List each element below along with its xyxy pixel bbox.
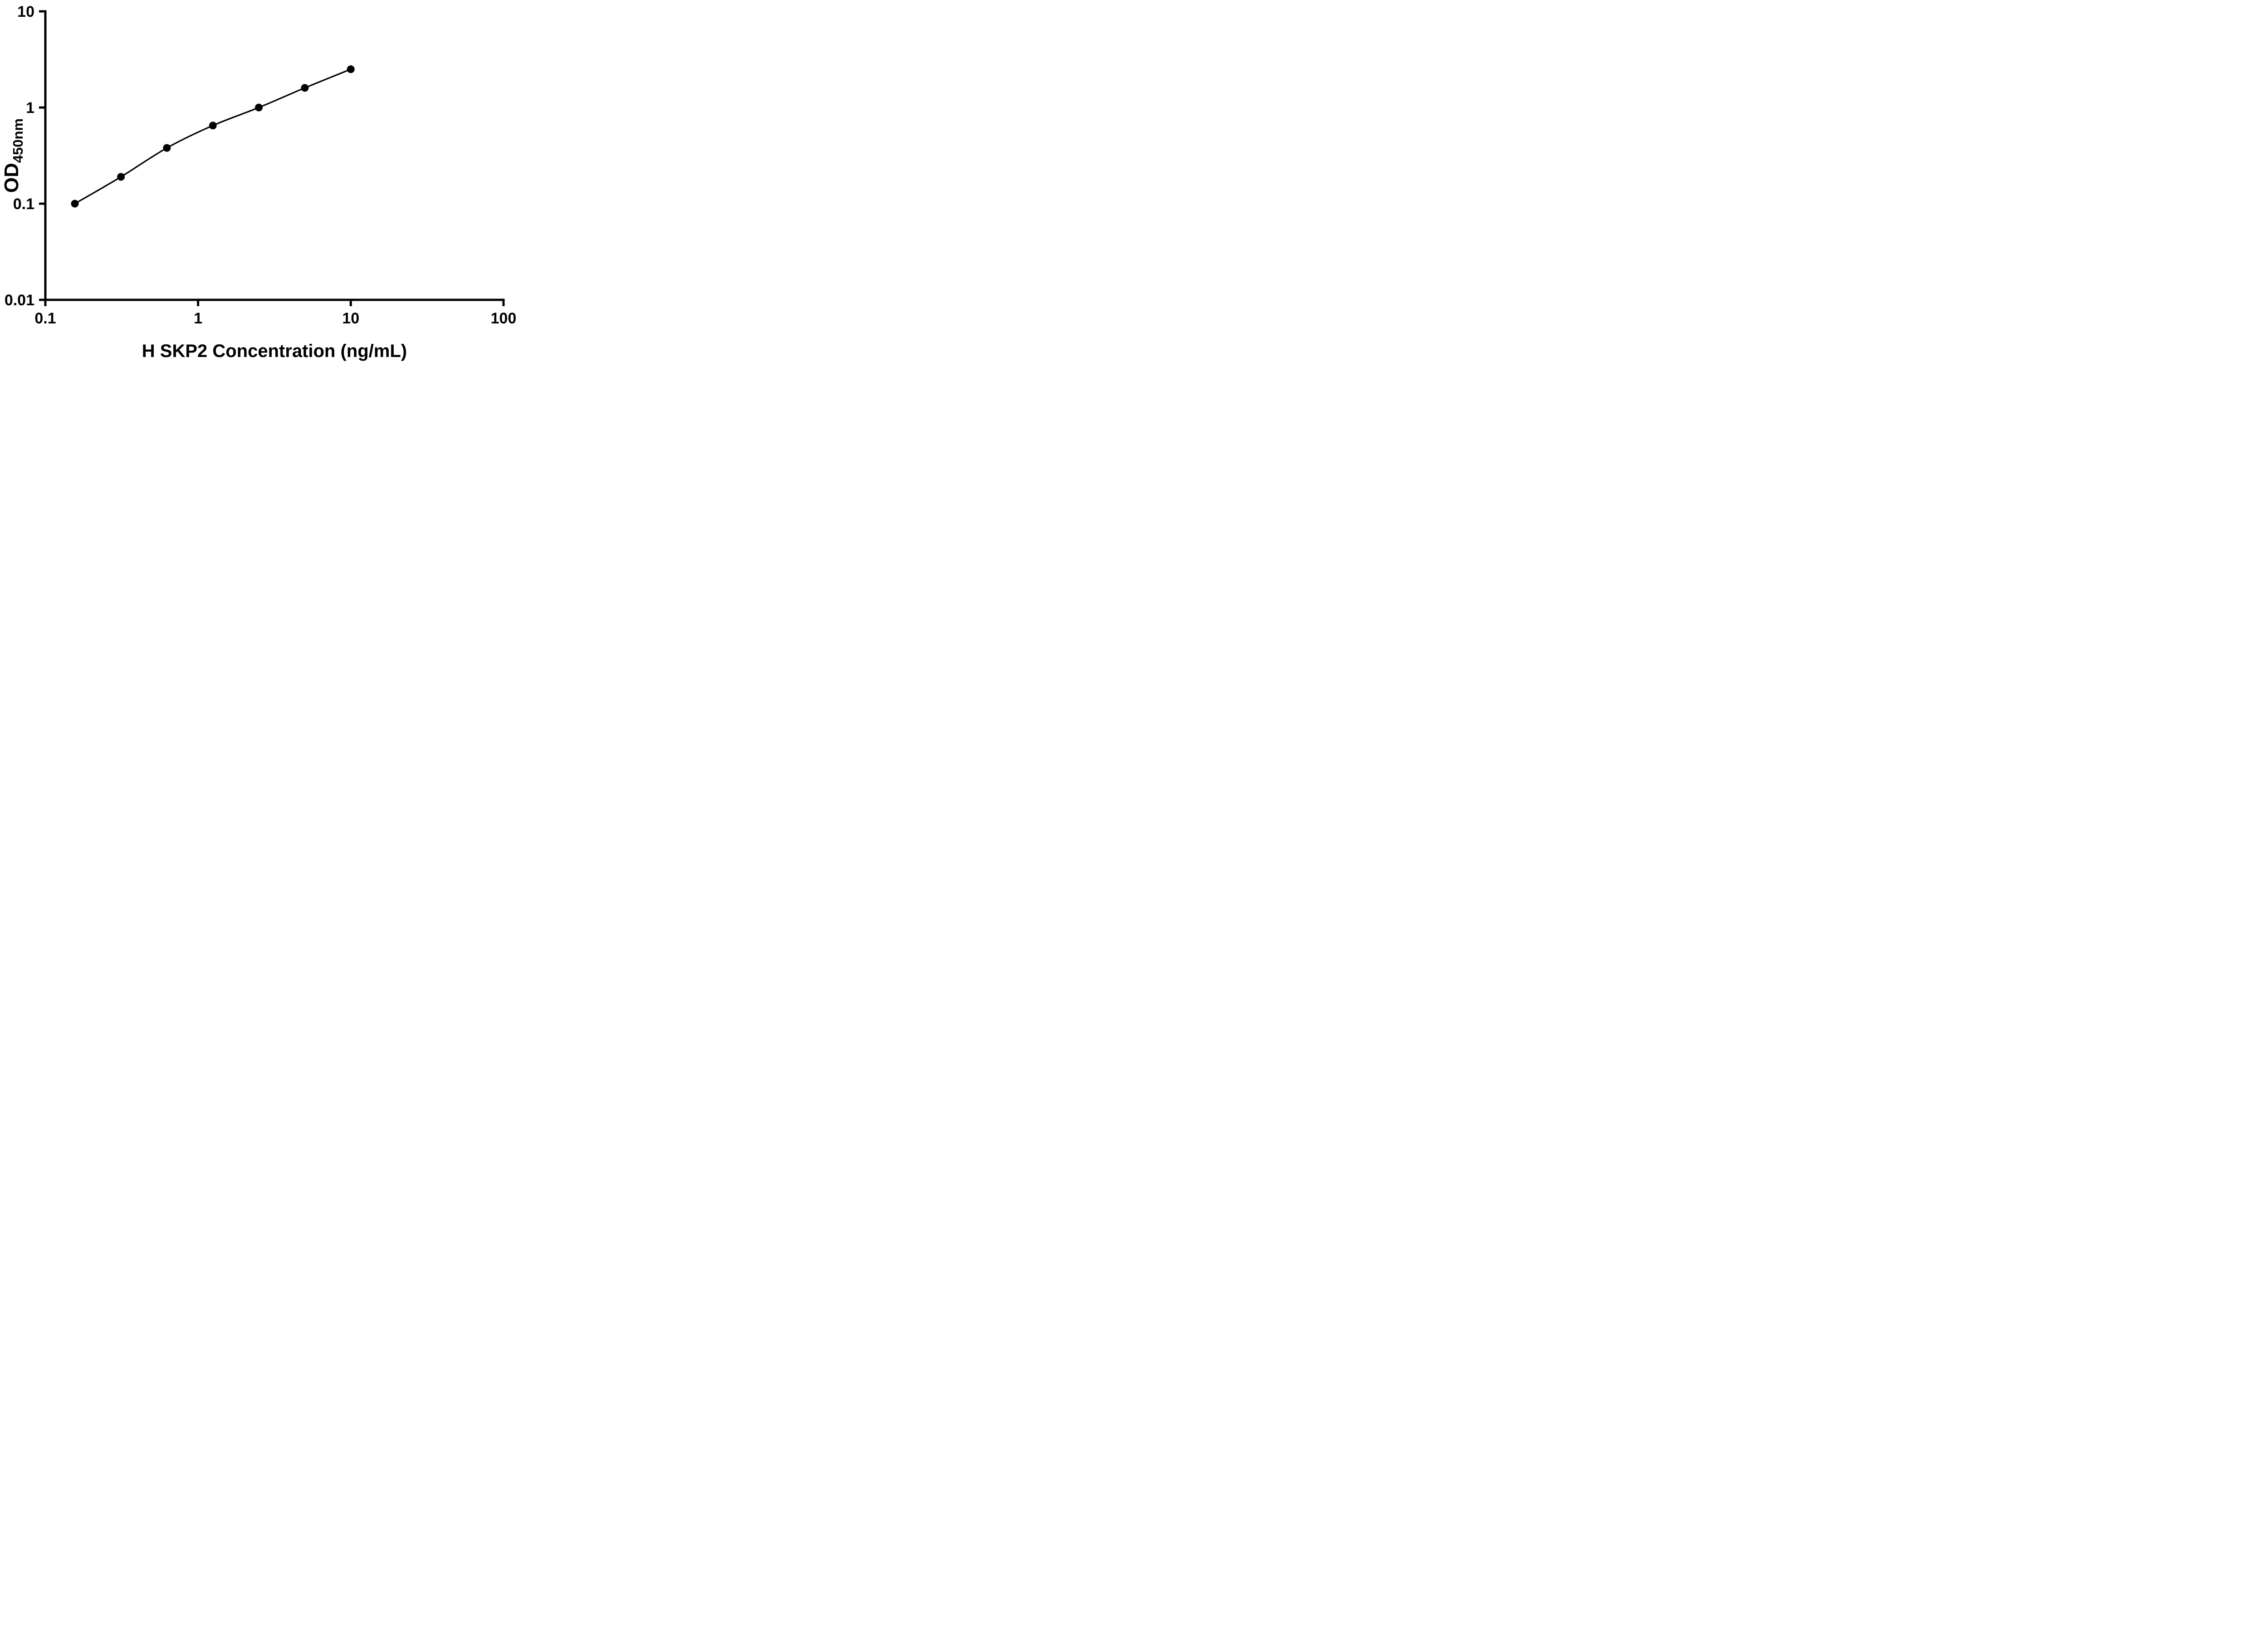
data-point	[71, 200, 79, 208]
x-tick-label: 10	[342, 310, 359, 327]
data-point	[209, 122, 217, 130]
y-tick-label: 0.1	[13, 196, 34, 213]
y-axis-title: OD450nm	[0, 118, 26, 193]
data-point	[255, 103, 263, 112]
data-point	[347, 65, 355, 73]
x-axis-title: H SKP2 Concentration (ng/mL)	[142, 341, 407, 361]
axes-spines	[44, 10, 505, 301]
x-tick-label: 1	[194, 310, 202, 327]
standard-curve-figure: 0.1 1 10 100 0.01 0.1 1 10 H SKP2 Concentration …	[0, 0, 583, 408]
y-tick-label: 10	[17, 3, 34, 20]
x-tick-label: 0.1	[34, 310, 56, 327]
y-tick-label: 0.01	[5, 292, 34, 309]
data-point	[163, 144, 171, 152]
x-tick-label: 100	[491, 310, 517, 327]
y-tick-label: 1	[26, 99, 34, 117]
data-point	[117, 173, 125, 181]
data-point	[301, 84, 309, 92]
fit-curve	[74, 68, 352, 205]
